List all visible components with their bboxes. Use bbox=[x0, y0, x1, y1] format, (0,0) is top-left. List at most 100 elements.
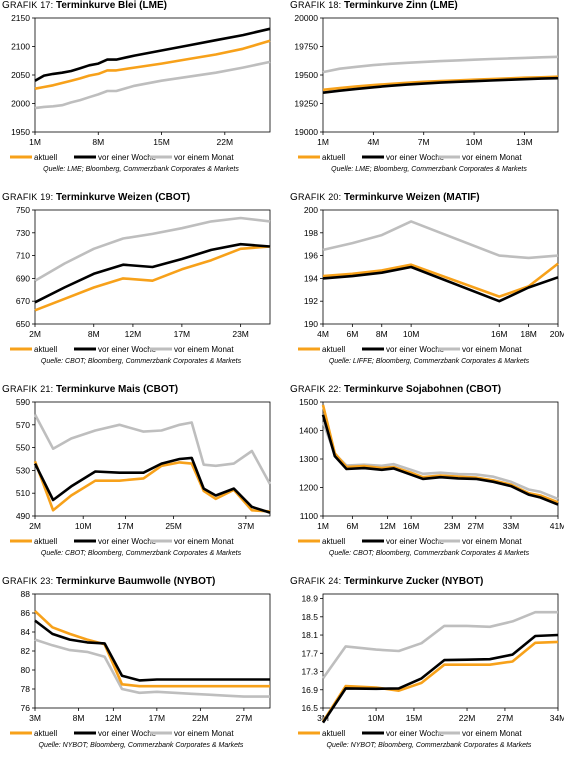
chart-number: GRAFIK 21: bbox=[2, 384, 56, 395]
y-tick-label: 710 bbox=[16, 251, 30, 261]
x-tick-label: 4M bbox=[317, 329, 329, 339]
chart-title: GRAFIK 23: Terminkurve Baumwolle (NYBOT) bbox=[2, 576, 215, 587]
chart-panel-18: GRAFIK 18: Terminkurve Zinn (LME) 19000 19… bbox=[290, 0, 564, 188]
series-line-woche bbox=[322, 265, 559, 303]
chart-title-text: Terminkurve Weizen (CBOT) bbox=[56, 192, 191, 203]
plot-frame bbox=[322, 401, 559, 517]
x-tick-label: 23M bbox=[444, 521, 461, 531]
y-tick-label: 1500 bbox=[299, 397, 318, 407]
chart-number: GRAFIK 19: bbox=[2, 192, 56, 203]
x-tick-label: 12M bbox=[105, 713, 122, 723]
chart-title-text: Terminkurve Mais (CBOT) bbox=[56, 384, 179, 395]
legend-label-aktuell: aktuell bbox=[322, 153, 345, 162]
chart-number: GRAFIK 18: bbox=[290, 0, 344, 11]
y-tick-label: 18.1 bbox=[301, 630, 318, 640]
chart-number: GRAFIK 23: bbox=[2, 576, 56, 587]
series-line-aktuell bbox=[322, 75, 559, 92]
y-tick-label: 19500 bbox=[294, 70, 318, 80]
y-tick-label: 200 bbox=[304, 205, 318, 215]
series-line-woche bbox=[322, 76, 559, 94]
plot-frame bbox=[34, 209, 271, 325]
chart-title: GRAFIK 18: Terminkurve Zinn (LME) bbox=[290, 0, 458, 11]
legend-label-monat: vor einem Monat bbox=[462, 345, 522, 354]
y-tick-label: 20000 bbox=[294, 13, 318, 23]
x-tick-label: 27M bbox=[497, 713, 514, 723]
x-tick-label: 6M bbox=[346, 329, 358, 339]
x-tick-label: 4M bbox=[367, 137, 379, 147]
x-tick-label: 10M bbox=[466, 137, 483, 147]
chart-number: GRAFIK 17: bbox=[2, 0, 56, 11]
x-tick-label: 22M bbox=[192, 713, 209, 723]
legend-label-woche: vor einer Woche bbox=[386, 729, 445, 738]
x-tick-label: 3M bbox=[317, 713, 329, 723]
y-tick-label: 80 bbox=[21, 665, 31, 675]
chart-panel-23: GRAFIK 23: Terminkurve Baumwolle (NYBOT)… bbox=[2, 576, 280, 764]
x-tick-label: 8M bbox=[92, 137, 104, 147]
series-line-aktuell bbox=[34, 610, 270, 688]
series-line-monat bbox=[322, 220, 559, 260]
y-tick-label: 19000 bbox=[294, 127, 318, 137]
chart-title-text: Terminkurve Sojabohnen (CBOT) bbox=[344, 384, 502, 395]
y-tick-label: 650 bbox=[16, 319, 30, 329]
x-tick-label: 8M bbox=[88, 329, 100, 339]
x-tick-label: 17M bbox=[149, 713, 166, 723]
legend-label-aktuell: aktuell bbox=[34, 345, 57, 354]
y-tick-label: 190 bbox=[304, 319, 318, 329]
chart-source: Quelle: CBOT; Bloomberg, Commerzbank Cor… bbox=[40, 550, 242, 557]
y-tick-label: 730 bbox=[16, 228, 30, 238]
series-line-monat bbox=[34, 60, 271, 110]
x-tick-label: 25M bbox=[165, 521, 182, 531]
chart-svg: 1950 2000 2050 2100 2150 1M 8M 15M 22M aktuell vor… bbox=[10, 13, 271, 162]
x-tick-label: 17M bbox=[117, 521, 134, 531]
x-tick-label: 1M bbox=[29, 137, 41, 147]
chart-panel-17: GRAFIK 17: Terminkurve Blei (LME) 1950 200… bbox=[2, 0, 280, 188]
x-tick-label: 33M bbox=[503, 521, 520, 531]
x-tick-label: 20M bbox=[550, 329, 564, 339]
series-line-woche bbox=[34, 619, 270, 682]
chart-source: Quelle: LME; Bloomberg, Commerzbank Corp… bbox=[43, 166, 239, 173]
y-tick-label: 84 bbox=[21, 627, 31, 637]
chart-source: Quelle: CBOT; Bloomberg, Commerzbank Cor… bbox=[328, 550, 530, 557]
x-tick-label: 41M bbox=[550, 521, 564, 531]
chart-source: Quelle: NYBOT; Bloomberg, Commerzbank Co… bbox=[38, 742, 244, 749]
legend-label-monat: vor einem Monat bbox=[174, 153, 234, 162]
y-tick-label: 18.9 bbox=[301, 594, 318, 604]
y-tick-label: 196 bbox=[304, 251, 318, 261]
chart-title: GRAFIK 21: Terminkurve Mais (CBOT) bbox=[2, 384, 178, 395]
x-tick-label: 37M bbox=[238, 521, 255, 531]
legend-label-woche: vor einer Woche bbox=[386, 345, 445, 354]
legend-label-monat: vor einem Monat bbox=[462, 153, 522, 162]
x-tick-label: 6M bbox=[346, 521, 358, 531]
y-tick-label: 16.9 bbox=[301, 685, 318, 695]
y-tick-label: 590 bbox=[16, 397, 30, 407]
y-tick-label: 16.5 bbox=[301, 703, 318, 713]
chart-svg: 490 510 530 550 570 590 2M 10M 17M 25M 37M aktuell v… bbox=[10, 397, 272, 546]
series-line-monat bbox=[34, 216, 271, 282]
x-tick-label: 22M bbox=[217, 137, 234, 147]
chart-number: GRAFIK 24: bbox=[290, 576, 344, 587]
legend-label-monat: vor einem Monat bbox=[174, 729, 234, 738]
x-tick-label: 27M bbox=[467, 521, 484, 531]
chart-title-text: Terminkurve Zinn (LME) bbox=[344, 0, 458, 11]
series-line-woche bbox=[34, 27, 271, 82]
x-tick-label: 7M bbox=[418, 137, 430, 147]
chart-svg: 650 670 690 710 730 750 2M 8M 12M 17M 23M aktuell vo… bbox=[10, 205, 271, 354]
x-tick-label: 15M bbox=[406, 713, 423, 723]
y-tick-label: 19750 bbox=[294, 42, 318, 52]
series-line-monat bbox=[321, 610, 558, 680]
chart-title: GRAFIK 17: Terminkurve Blei (LME) bbox=[2, 0, 167, 11]
y-tick-label: 192 bbox=[304, 296, 318, 306]
y-tick-label: 17.7 bbox=[301, 648, 318, 658]
chart-number: GRAFIK 22: bbox=[290, 384, 344, 395]
legend-label-monat: vor einem Monat bbox=[462, 537, 522, 546]
y-tick-label: 1950 bbox=[11, 127, 30, 137]
chart-title-text: Terminkurve Baumwolle (NYBOT) bbox=[56, 576, 216, 587]
chart-title-text: Terminkurve Blei (LME) bbox=[56, 0, 167, 11]
x-tick-label: 10M bbox=[368, 713, 385, 723]
x-tick-label: 2M bbox=[29, 329, 41, 339]
chart-title: GRAFIK 19: Terminkurve Weizen (CBOT) bbox=[2, 192, 190, 203]
legend-label-aktuell: aktuell bbox=[322, 537, 345, 546]
x-tick-label: 10M bbox=[75, 521, 92, 531]
x-tick-label: 16M bbox=[491, 329, 508, 339]
legend-label-aktuell: aktuell bbox=[34, 537, 57, 546]
